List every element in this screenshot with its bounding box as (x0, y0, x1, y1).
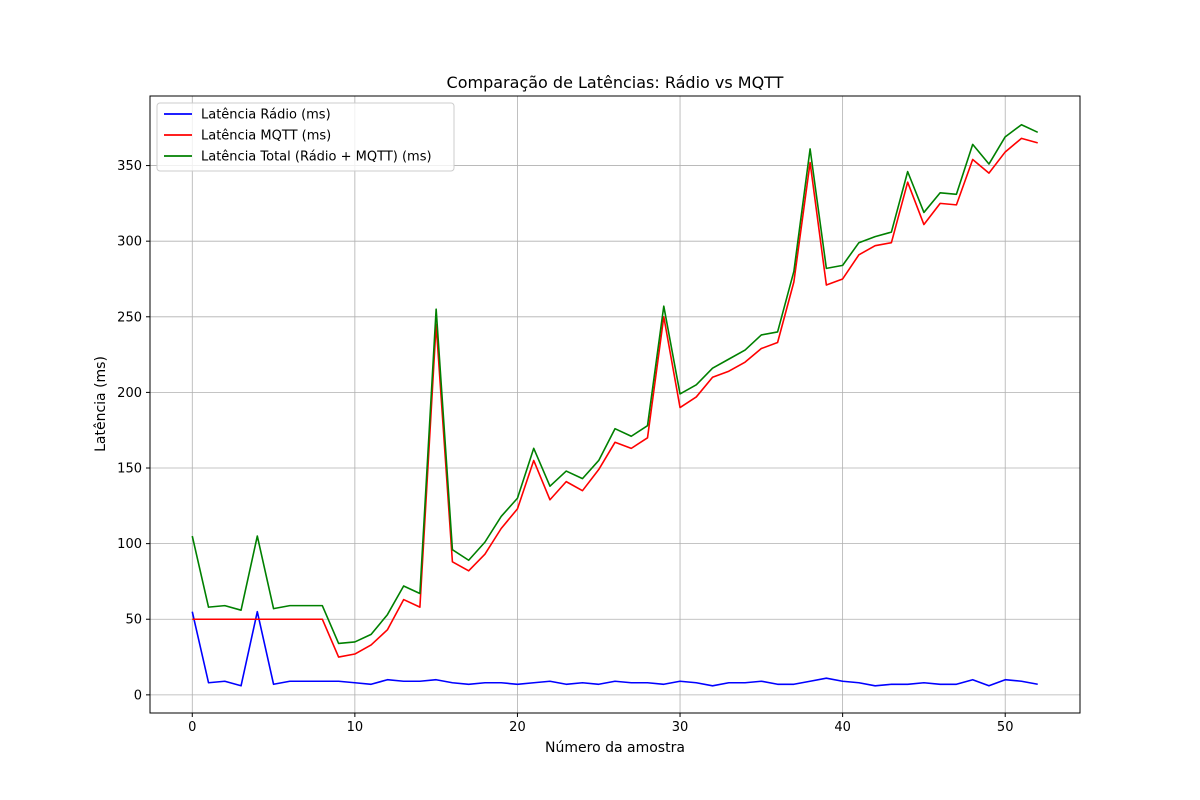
x-tick-label: 20 (509, 720, 526, 735)
y-tick-label: 250 (117, 310, 142, 325)
y-tick-label: 200 (117, 386, 142, 401)
legend: Latência Rádio (ms) Latência MQTT (ms) Lat… (156, 102, 455, 172)
x-tick-label: 50 (997, 720, 1014, 735)
y-tick-label: 50 (125, 613, 142, 628)
series-line-1 (192, 137, 1038, 658)
x-tick-label: 10 (347, 720, 364, 735)
legend-label-0: Latência Rádio (ms) (201, 108, 331, 123)
series-lines (191, 123, 1039, 687)
y-tick-label: 0 (134, 688, 142, 703)
x-tick-label: 0 (188, 720, 196, 735)
x-axis-label: Número da amostra (545, 740, 685, 756)
y-axis-label: Latência (ms) (93, 356, 109, 452)
legend-box (156, 102, 455, 172)
chart-title: Comparação de Latências: Rádio vs MQTT (447, 73, 784, 92)
x-axis-ticks: 0 10 20 30 40 50 (188, 713, 1013, 735)
y-tick-label: 350 (117, 159, 142, 174)
legend-label-1: Latência MQTT (ms) (201, 129, 331, 144)
y-tick-label: 300 (117, 235, 142, 250)
y-tick-label: 100 (117, 537, 142, 552)
x-tick-label: 40 (834, 720, 851, 735)
plot-frame (149, 95, 1081, 714)
x-tick-label: 30 (672, 720, 689, 735)
series-line-2 (191, 123, 1039, 645)
y-tick-label: 150 (117, 462, 142, 477)
y-axis-ticks: 0 50 100 150 200 250 300 350 (117, 159, 150, 703)
legend-label-2: Latência Total (Rádio + MQTT) (ms) (201, 150, 432, 165)
grid-lines (150, 96, 1080, 713)
series-line-0 (191, 610, 1038, 687)
